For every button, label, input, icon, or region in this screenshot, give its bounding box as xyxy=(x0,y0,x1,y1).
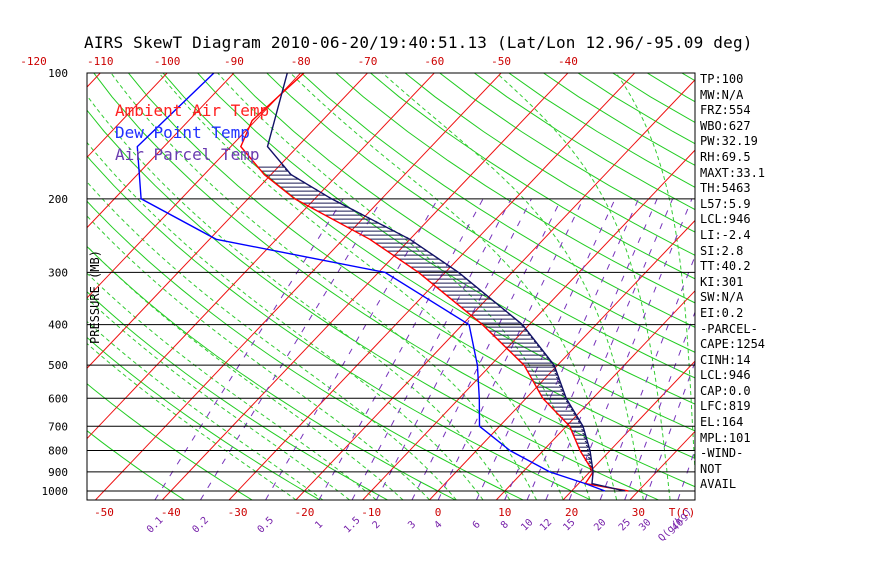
dry-adiabat xyxy=(817,54,870,500)
pressure-tick-label: 600 xyxy=(48,392,68,405)
stat-item: EI:0.2 xyxy=(700,306,765,322)
top-temp-tick-label: -50 xyxy=(491,55,511,68)
legend-ambient-air-temp: Ambient Air Temp xyxy=(115,100,269,122)
stat-item: L57:5.9 xyxy=(700,197,765,213)
legend-dew-point-temp: Dew Point Temp xyxy=(115,122,269,144)
dry-adiabat xyxy=(482,54,870,500)
mixing-ratio-label: 0.2 xyxy=(190,515,211,536)
mixing-ratio-label: 10 xyxy=(519,517,535,533)
stat-item: NOT xyxy=(700,462,765,478)
stat-item: AVAIL xyxy=(700,477,765,493)
top-temp-tick-label: -40 xyxy=(558,55,578,68)
isotherm xyxy=(0,54,52,500)
mixing-ratio-line xyxy=(546,199,673,500)
moist-adiabats xyxy=(0,69,724,500)
mixing-ratio-line xyxy=(201,199,383,500)
bottom-temp-tick-label: -30 xyxy=(228,506,248,519)
mixing-ratio-label: 20 xyxy=(592,517,608,533)
mixing-ratio-label: 8 xyxy=(499,519,511,531)
dry-adiabat xyxy=(247,54,870,500)
pressure-tick-label: 100 xyxy=(48,67,68,80)
pressure-tick-label: 1000 xyxy=(42,485,69,498)
mixing-ratio-label: 12 xyxy=(538,517,554,533)
stat-item: FRZ:554 xyxy=(700,103,765,119)
dry-adiabat xyxy=(180,54,870,500)
dry-adiabat xyxy=(381,54,870,500)
bottom-temp-tick-label: -40 xyxy=(161,506,181,519)
bottom-temp-tick-label: -50 xyxy=(94,506,114,519)
bottom-temp-tick-label: -20 xyxy=(294,506,314,519)
dry-adiabat xyxy=(213,54,870,500)
dry-adiabat xyxy=(750,54,870,500)
legend-air-parcel-temp: Air Parcel Temp xyxy=(115,144,269,166)
stat-item: TP:100 xyxy=(700,72,765,88)
stat-item: LCL:946 xyxy=(700,212,765,228)
stat-item: LFC:819 xyxy=(700,399,765,415)
stat-item: SW:N/A xyxy=(700,290,765,306)
mixing-ratio-label: 25 xyxy=(617,517,633,533)
stat-item: LI:-2.4 xyxy=(700,228,765,244)
mixing-ratio-label: 1.5 xyxy=(342,515,363,536)
mixing-ratio-label: 6 xyxy=(471,519,483,531)
pressure-tick-label: 200 xyxy=(48,193,68,206)
pressure-tick-label: 700 xyxy=(48,420,68,433)
dry-adiabat xyxy=(784,54,870,500)
mixing-ratio-label: 0.5 xyxy=(256,515,277,536)
top-temp-tick-label: -80 xyxy=(291,55,311,68)
stat-item: CINH:14 xyxy=(700,353,765,369)
dry-adiabat xyxy=(415,54,870,500)
stat-item: RH:69.5 xyxy=(700,150,765,166)
top-temp-tick-label: -120 xyxy=(20,55,47,68)
bottom-temp-tick-label: -10 xyxy=(361,506,381,519)
stat-item: TH:5463 xyxy=(700,181,765,197)
stat-item: MW:N/A xyxy=(700,88,765,104)
pressure-tick-label: 300 xyxy=(48,266,68,279)
isotherm xyxy=(496,54,870,500)
bottom-temp-tick-label: 10 xyxy=(498,506,511,519)
mixing-ratio-line xyxy=(527,199,657,500)
top-temp-tick-label: -100 xyxy=(154,55,181,68)
stat-item: CAPE:1254 xyxy=(700,337,765,353)
chart-title: AIRS SkewT Diagram 2010-06-20/19:40:51.1… xyxy=(84,33,753,52)
dry-adiabat xyxy=(314,54,870,500)
mixing-ratio-label: 30 xyxy=(637,517,653,533)
stat-item: CAP:0.0 xyxy=(700,384,765,400)
mixing-ratio-label: 15 xyxy=(561,517,577,533)
mixing-ratio-label: 3 xyxy=(406,519,418,531)
mixing-ratio-label: 1 xyxy=(313,519,325,531)
pressure-tick-label: 900 xyxy=(48,466,68,479)
stat-item: MAXT:33.1 xyxy=(700,166,765,182)
isotherm xyxy=(764,54,870,500)
mixing-ratio-label: 4 xyxy=(432,519,444,531)
pressure-tick-label: 800 xyxy=(48,444,68,457)
moist-adiabat xyxy=(614,69,697,500)
legend: Ambient Air Temp Dew Point Temp Air Parc… xyxy=(115,100,269,166)
stat-item: TT:40.2 xyxy=(700,259,765,275)
mixing-ratio-line xyxy=(505,199,639,500)
stat-item: MPL:101 xyxy=(700,431,765,447)
stat-item: -PARCEL- xyxy=(700,322,765,338)
pressure-tick-label: 400 xyxy=(48,319,68,332)
top-temp-tick-label: -70 xyxy=(358,55,378,68)
bottom-temp-tick-label: 30 xyxy=(632,506,645,519)
isotherm xyxy=(430,54,854,500)
stat-item: SI:2.8 xyxy=(700,244,765,260)
stat-item: KI:301 xyxy=(700,275,765,291)
top-temp-tick-label: -110 xyxy=(87,55,114,68)
pressure-tick-label: 500 xyxy=(48,359,68,372)
stat-item: PW:32.19 xyxy=(700,134,765,150)
top-temp-tick-label: -90 xyxy=(224,55,244,68)
y-axis-label: PRESSURE (MB) xyxy=(88,250,102,344)
stat-item: LCL:946 xyxy=(700,368,765,384)
mixing-ratio-label: 2 xyxy=(371,519,383,531)
top-temp-tick-label: -60 xyxy=(424,55,444,68)
bottom-temp-tick-label: 20 xyxy=(565,506,578,519)
bottom-temp-tick-label: 0 xyxy=(435,506,442,519)
stat-item: -WIND- xyxy=(700,446,765,462)
dry-adiabat xyxy=(448,54,870,500)
stat-item: WBO:627 xyxy=(700,119,765,135)
stat-item: EL:164 xyxy=(700,415,765,431)
